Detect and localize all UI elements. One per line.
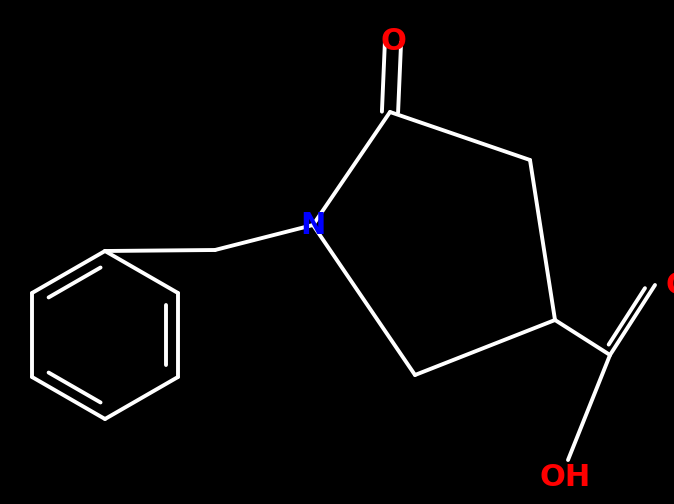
Text: N: N (301, 211, 326, 239)
Text: O: O (665, 271, 674, 299)
Text: O: O (380, 28, 406, 56)
Text: OH: OH (539, 463, 590, 492)
